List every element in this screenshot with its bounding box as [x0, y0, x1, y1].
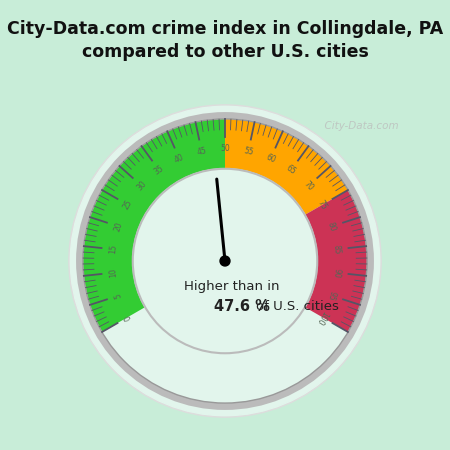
Text: Higher than in: Higher than in: [184, 280, 280, 293]
Text: 25: 25: [122, 198, 134, 211]
Text: 45: 45: [196, 146, 207, 157]
Wedge shape: [83, 119, 225, 332]
Text: 35: 35: [153, 164, 166, 177]
Text: 60: 60: [264, 153, 277, 165]
Circle shape: [133, 169, 317, 353]
Text: 75: 75: [316, 198, 328, 211]
Text: 40: 40: [173, 153, 186, 165]
Text: 90: 90: [332, 267, 342, 278]
Text: 70: 70: [302, 180, 315, 193]
Circle shape: [220, 256, 230, 266]
Text: 95: 95: [326, 290, 338, 302]
Text: 55: 55: [243, 146, 254, 157]
Text: 15: 15: [108, 244, 118, 255]
Wedge shape: [305, 190, 367, 332]
Text: 80: 80: [326, 220, 338, 232]
Text: 10: 10: [108, 267, 118, 278]
Wedge shape: [225, 119, 348, 215]
Text: 20: 20: [112, 220, 124, 232]
Text: 0: 0: [123, 313, 133, 321]
Circle shape: [70, 106, 380, 416]
Text: 50: 50: [220, 144, 230, 153]
Text: 85: 85: [332, 244, 342, 255]
Text: 30: 30: [135, 180, 148, 193]
Text: 100: 100: [315, 309, 329, 326]
Text: City-Data.com: City-Data.com: [318, 121, 398, 131]
Text: City-Data.com crime index in Collingdale, PA
compared to other U.S. cities: City-Data.com crime index in Collingdale…: [7, 20, 443, 61]
Text: of U.S. cities: of U.S. cities: [256, 300, 339, 313]
Text: 65: 65: [284, 164, 297, 177]
Text: 5: 5: [113, 292, 123, 299]
Circle shape: [69, 105, 381, 417]
Text: 47.6 %: 47.6 %: [214, 299, 270, 314]
